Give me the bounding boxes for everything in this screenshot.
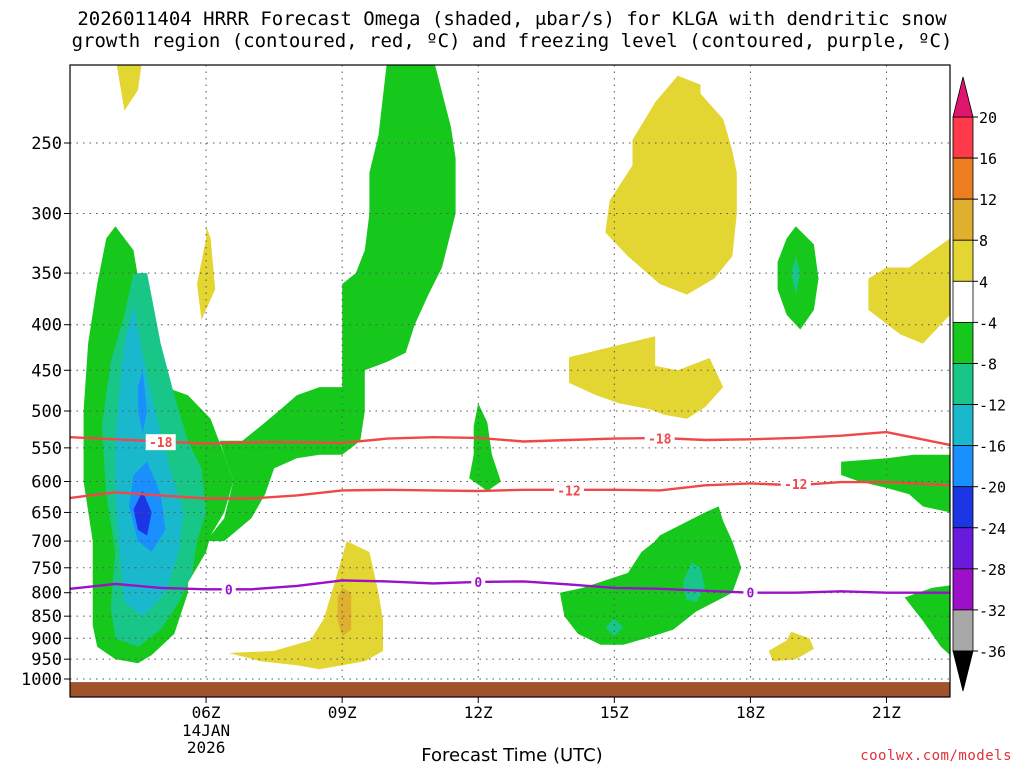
y-axis: 2503003504004505005506006507007508008509… <box>21 134 70 690</box>
ground-fill <box>70 682 950 697</box>
chart-title-line2: growth region (contoured, red, ºC) and f… <box>71 30 953 52</box>
omega-shaded-regions <box>83 65 950 670</box>
x-tick-label: 12Z <box>464 703 493 722</box>
colorbar-level-label: 20 <box>979 109 997 127</box>
rise-core-teal-19z <box>791 256 801 295</box>
x-axis-label: Forecast Time (UTC) <box>421 745 603 766</box>
colorbar-swatch <box>952 157 974 200</box>
sink-region-15z-mid <box>569 336 724 419</box>
sink-region-09z-low <box>228 541 383 670</box>
gridlines <box>70 65 950 697</box>
contour-label-bg-6 <box>743 584 758 601</box>
y-tick-label: 600 <box>31 472 62 492</box>
colorbar-bottom-arrow <box>952 650 974 692</box>
x-tick-label: 18Z <box>736 703 765 722</box>
colorbar-swatch <box>952 280 974 323</box>
contour-label: 0 <box>474 576 482 591</box>
colorbar-top-arrow <box>952 76 974 118</box>
y-tick-label: 350 <box>31 264 62 284</box>
sink-core-09z <box>337 587 352 637</box>
plot-frame <box>69 64 951 698</box>
colorbar-swatch <box>952 321 974 364</box>
colorbar-level-label: -32 <box>979 602 1006 620</box>
contour-label-bg-1 <box>644 430 675 447</box>
colorbar-level-label: 16 <box>979 150 997 168</box>
colorbar-level-label: -24 <box>979 520 1006 538</box>
colorbar-swatch <box>952 527 974 570</box>
colorbar-swatch <box>952 609 974 652</box>
colorbar-swatch <box>952 116 974 159</box>
contour-freezing-level <box>70 579 950 594</box>
rise-region-16z-low <box>559 506 742 645</box>
contour-label-bg-5 <box>471 573 486 590</box>
x-tick-sublabel: 2026 <box>187 738 226 757</box>
y-tick-label: 800 <box>31 584 62 604</box>
contour-label-bg-0 <box>145 434 176 451</box>
credit-text: coolwx.com/models <box>860 748 1012 764</box>
contour-label-bg-2 <box>553 482 584 499</box>
contour-label: 0 <box>225 583 233 598</box>
contour-labels: -18 -18 -12 -12 0 0 0 <box>145 430 811 602</box>
colorbar-level-label: -16 <box>979 438 1006 456</box>
colorbar-level-label: 4 <box>979 273 988 291</box>
contour-label-bg-3 <box>780 476 811 493</box>
colorbar-level-label: 12 <box>979 191 997 209</box>
y-tick-label: 1000 <box>21 670 62 690</box>
x-tick-label: 21Z <box>872 703 901 722</box>
rise-region-22z-low <box>904 585 950 656</box>
y-tick-label: 950 <box>31 650 62 670</box>
y-tick-label: 900 <box>31 629 62 649</box>
y-tick-label: 850 <box>31 607 62 627</box>
y-tick-label: 550 <box>31 439 62 459</box>
colorbar-level-label: -36 <box>979 643 1006 661</box>
contour-label: -18 <box>648 433 672 448</box>
chart-title-line1: 2026011404 HRRR Forecast Omega (shaded, … <box>77 8 947 30</box>
y-tick-label: 750 <box>31 559 62 579</box>
sink-region-19z-low <box>768 631 814 662</box>
colorbar-level-label: -4 <box>979 314 997 332</box>
colorbar-level-label: -8 <box>979 355 997 373</box>
contour-label: -12 <box>784 478 807 493</box>
y-tick-label: 700 <box>31 532 62 552</box>
colorbar-level-label: 8 <box>979 232 988 250</box>
colorbar-level-label: -20 <box>979 479 1006 497</box>
rise-core-cyan-05z <box>115 304 184 617</box>
contour-label: -12 <box>557 484 580 499</box>
rise-core-darkblue-05z <box>133 491 152 536</box>
x-tick-sublabel: 14JAN <box>182 721 230 740</box>
x-tick-label: 09Z <box>328 703 357 722</box>
y-tick-label: 250 <box>31 134 62 154</box>
ground-rect <box>70 682 950 697</box>
sink-region-top-left <box>116 65 142 111</box>
x-tick-label: 06Z <box>192 703 221 722</box>
contour-label: -18 <box>149 436 173 451</box>
sink-region-21z <box>868 238 950 344</box>
colorbar-level-label: -12 <box>979 397 1006 415</box>
colorbar-swatch <box>952 239 974 282</box>
colorbar-swatch <box>952 198 974 241</box>
rise-core-blue-05z-upper <box>138 370 148 434</box>
colorbar-swatch <box>952 486 974 529</box>
x-tick-label: 15Z <box>600 703 629 722</box>
y-tick-label: 400 <box>31 316 62 336</box>
colorbar-swatch <box>952 445 974 488</box>
y-tick-label: 300 <box>31 204 62 224</box>
colorbar-swatch <box>952 404 974 447</box>
colorbar-swatch <box>952 568 974 611</box>
sink-region-16z-upper <box>605 75 737 295</box>
contour-label-bg-4 <box>221 581 236 598</box>
y-tick-label: 500 <box>31 402 62 422</box>
rise-core-teal-15z <box>605 618 624 637</box>
y-tick-label: 650 <box>31 503 62 523</box>
colorbar-level-label: -28 <box>979 561 1006 579</box>
y-tick-label: 450 <box>31 361 62 381</box>
rise-region-12z <box>469 403 501 491</box>
contour-label: 0 <box>746 587 754 602</box>
rise-region-09z-11z <box>206 65 456 542</box>
colorbar-swatch <box>952 363 974 405</box>
contour-dendritic-top <box>70 430 950 447</box>
colorbar: 20 16 12 8 4 -4 -8 -12 -16 -20 -24 -28 -32 -36 <box>952 76 1006 692</box>
